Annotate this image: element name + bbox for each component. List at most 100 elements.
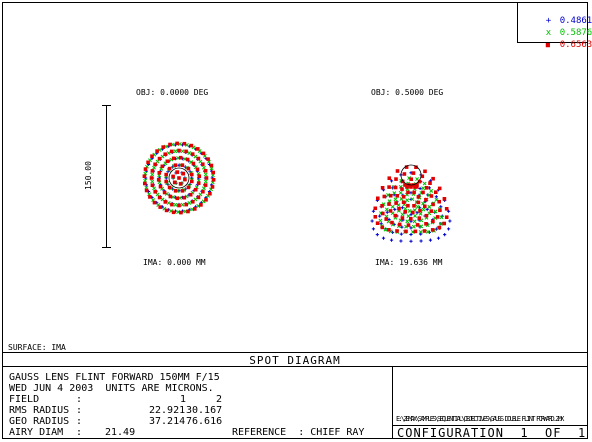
red-ray-square bbox=[380, 204, 384, 208]
red-ray-square bbox=[184, 149, 188, 154]
red-ray-square bbox=[167, 185, 172, 190]
red-ray-square bbox=[418, 208, 422, 213]
blue-ray-plus bbox=[371, 227, 376, 231]
spot-field-1 bbox=[142, 141, 216, 215]
green-ray-x bbox=[150, 172, 155, 177]
red-ray-square bbox=[168, 194, 173, 199]
diagram-title: SPOT DIAGRAM bbox=[249, 354, 341, 367]
green-ray-x bbox=[407, 208, 412, 213]
red-ray-square bbox=[211, 178, 216, 182]
lens-title: GAUSS LENS FLINT FORWARD 150MM F/15 bbox=[9, 372, 220, 383]
scale-bar bbox=[106, 105, 107, 247]
green-ray-x bbox=[433, 209, 438, 214]
green-ray-x bbox=[410, 197, 415, 202]
blue-ray-plus bbox=[371, 209, 376, 213]
blue-ray-plus bbox=[399, 239, 403, 243]
red-ray-square bbox=[375, 221, 380, 225]
geo-value-1: 37.214 bbox=[149, 416, 186, 427]
green-ray-x bbox=[201, 165, 206, 170]
red-ray-square bbox=[190, 172, 194, 177]
geo-value-2: 76.616 bbox=[186, 416, 223, 427]
rms-value-1: 22.921 bbox=[149, 405, 186, 416]
red-ray-square bbox=[390, 220, 394, 225]
red-ray-square bbox=[177, 148, 181, 153]
red-ray-square bbox=[191, 200, 195, 204]
x-marker-icon: x bbox=[545, 28, 552, 38]
red-ray-square bbox=[373, 206, 378, 211]
red-ray-square bbox=[416, 195, 421, 199]
green-ray-x bbox=[203, 172, 208, 177]
red-ray-square bbox=[437, 225, 442, 230]
field-2-image-label: IMA: 19.636 MM bbox=[375, 258, 443, 267]
red-ray-square bbox=[406, 190, 410, 195]
red-ray-square bbox=[208, 191, 212, 196]
red-ray-square bbox=[160, 164, 165, 169]
red-ray-square bbox=[400, 216, 405, 220]
red-ray-square bbox=[191, 161, 196, 166]
red-ray-square bbox=[409, 185, 413, 189]
file-path-text: E:\ZEMAX\SAMPLES\SEQUENTIAL\OBJECTIVES\G… bbox=[396, 415, 564, 423]
blue-ray-plus bbox=[370, 219, 374, 223]
green-ray-x bbox=[425, 229, 430, 234]
blue-ray-plus bbox=[409, 232, 413, 237]
legend-label: 0.4861 bbox=[559, 16, 592, 26]
red-ray-square bbox=[424, 186, 429, 190]
red-ray-square bbox=[405, 185, 409, 189]
green-ray-x bbox=[203, 179, 208, 184]
red-ray-square bbox=[197, 174, 202, 178]
reference-label: REFERENCE : CHIEF RAY bbox=[232, 427, 365, 438]
field-1-object-label: OBJ: 0.0000 DEG bbox=[136, 88, 209, 97]
red-ray-square bbox=[184, 202, 188, 207]
red-ray-square bbox=[412, 190, 416, 195]
geo-row-label: GEO RADIUS bbox=[9, 416, 70, 427]
red-ray-square bbox=[164, 179, 168, 184]
red-ray-square bbox=[170, 149, 174, 154]
red-ray-square bbox=[178, 182, 183, 186]
red-ray-square bbox=[422, 229, 427, 233]
red-ray-square bbox=[415, 223, 420, 227]
red-ray-square bbox=[382, 194, 387, 199]
red-ray-square bbox=[376, 196, 380, 201]
green-ray-x bbox=[202, 186, 206, 191]
red-ray-square bbox=[175, 170, 180, 174]
red-ray-square bbox=[179, 210, 183, 215]
title-band: SPOT DIAGRAM bbox=[2, 352, 588, 367]
spot-field-2 bbox=[370, 164, 452, 243]
plot-frame bbox=[2, 2, 588, 439]
config-divider bbox=[392, 425, 588, 426]
red-ray-square bbox=[175, 196, 180, 201]
blue-ray-plus bbox=[428, 238, 433, 242]
red-ray-square bbox=[177, 203, 181, 208]
red-ray-square bbox=[193, 187, 198, 192]
blue-ray-plus bbox=[385, 210, 389, 214]
field-row-label: FIELD bbox=[9, 394, 40, 405]
colon: : bbox=[76, 416, 83, 427]
square-marker-icon: ■ bbox=[545, 41, 550, 49]
green-ray-x bbox=[427, 204, 432, 209]
red-ray-square bbox=[178, 155, 183, 160]
red-ray-square bbox=[403, 210, 407, 214]
airy-disk-circle bbox=[168, 167, 190, 189]
green-ray-x bbox=[166, 151, 171, 156]
red-ray-square bbox=[403, 183, 407, 187]
red-ray-square bbox=[394, 177, 398, 181]
red-ray-square bbox=[186, 185, 191, 190]
legend-label: 0.5876 bbox=[559, 28, 592, 38]
blue-ray-plus bbox=[409, 239, 413, 243]
red-ray-square bbox=[158, 184, 163, 189]
red-ray-square bbox=[444, 215, 449, 219]
red-ray-square bbox=[171, 210, 176, 215]
red-ray-square bbox=[380, 186, 385, 190]
airy-disk-circle bbox=[400, 164, 422, 186]
red-ray-square bbox=[196, 147, 200, 151]
field-1-image-label: IMA: 0.000 MM bbox=[143, 258, 206, 267]
red-ray-square bbox=[393, 213, 398, 218]
red-ray-square bbox=[206, 157, 210, 161]
red-ray-square bbox=[437, 186, 442, 191]
red-ray-square bbox=[395, 169, 400, 173]
green-ray-x bbox=[387, 199, 392, 204]
blue-ray-plus bbox=[389, 179, 394, 183]
red-ray-square bbox=[413, 185, 417, 189]
airy-value: 21.49 bbox=[105, 427, 136, 438]
red-ray-square bbox=[163, 200, 168, 204]
